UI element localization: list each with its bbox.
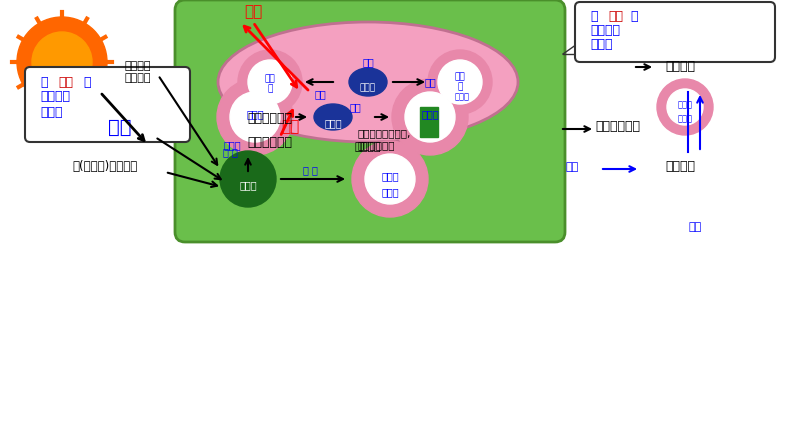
Text: 化学能: 化学能 [677, 101, 692, 110]
Text: 有机物: 有机物 [677, 114, 692, 123]
Text: 根(成熟区)吸收的水: 根(成熟区)吸收的水 [72, 160, 137, 173]
Text: 有机物: 有机物 [454, 93, 469, 101]
FancyBboxPatch shape [175, 0, 565, 242]
Circle shape [405, 92, 455, 142]
Text: 植食动物: 植食动物 [665, 160, 695, 173]
Text: 动利用: 动利用 [590, 38, 612, 51]
Text: 胞生命活: 胞生命活 [590, 25, 620, 38]
Text: 肉食动物: 肉食动物 [665, 60, 695, 73]
Text: 取食: 取食 [565, 162, 579, 172]
Text: 能: 能 [268, 84, 272, 93]
Text: 动利用: 动利用 [40, 105, 63, 118]
Text: 二氧化碳和水: 二氧化碳和水 [248, 113, 292, 126]
Ellipse shape [314, 104, 352, 130]
Text: 叶绿体: 叶绿体 [239, 180, 256, 190]
Text: 叶吸收的
二氧化碳: 叶吸收的 二氧化碳 [125, 61, 151, 83]
Text: 细: 细 [83, 76, 91, 89]
Circle shape [667, 89, 703, 125]
Text: 胞生命活: 胞生命活 [40, 90, 70, 104]
Text: 二氧化碳和水: 二氧化碳和水 [596, 121, 641, 134]
Circle shape [438, 60, 482, 104]
Text: 供: 供 [590, 10, 598, 24]
Circle shape [230, 92, 280, 142]
FancyBboxPatch shape [25, 67, 190, 142]
Ellipse shape [349, 68, 387, 96]
Text: 线粒体: 线粒体 [360, 84, 376, 93]
Circle shape [428, 50, 492, 114]
Text: 释放: 释放 [314, 89, 326, 99]
Circle shape [238, 50, 302, 114]
Circle shape [220, 151, 276, 207]
FancyBboxPatch shape [575, 2, 775, 62]
Text: 分解: 分解 [349, 102, 361, 112]
Ellipse shape [218, 22, 518, 142]
Text: 化学: 化学 [264, 75, 276, 84]
Text: 光能: 光能 [108, 118, 132, 136]
Text: 有机物: 有机物 [223, 140, 241, 150]
Text: 动物: 动物 [58, 76, 73, 89]
Text: 化学能: 化学能 [421, 109, 439, 119]
Text: 化学: 化学 [455, 72, 465, 81]
Text: 植物: 植物 [608, 10, 623, 24]
Circle shape [352, 141, 428, 217]
Text: 二氧化碳和水: 二氧化碳和水 [248, 135, 292, 148]
Circle shape [32, 32, 92, 92]
Text: 制 造: 制 造 [303, 165, 318, 175]
Text: 制 造: 制 造 [222, 147, 237, 157]
Circle shape [365, 154, 415, 204]
Text: 线粒体: 线粒体 [324, 118, 341, 128]
Text: 化学能: 化学能 [246, 109, 264, 119]
Circle shape [405, 92, 455, 142]
Circle shape [248, 60, 292, 104]
Text: 有机物: 有机物 [381, 187, 399, 197]
Text: 氧气: 氧气 [281, 119, 299, 135]
Text: 分解: 分解 [362, 57, 374, 67]
Text: 细: 细 [630, 10, 638, 24]
Circle shape [230, 92, 280, 142]
Circle shape [217, 79, 293, 155]
Circle shape [657, 79, 713, 135]
Circle shape [17, 17, 107, 107]
Text: 动物细胞: 动物细胞 [355, 142, 381, 152]
Text: 植物绿色部分细胞,
例如叶片细胞: 植物绿色部分细胞, 例如叶片细胞 [358, 128, 411, 150]
Text: 氧气: 氧气 [244, 4, 262, 20]
Circle shape [392, 79, 468, 155]
Text: 供: 供 [40, 76, 48, 89]
Text: 化学能: 化学能 [381, 171, 399, 181]
Text: 捕食: 捕食 [688, 222, 702, 232]
Text: 释放: 释放 [424, 77, 436, 87]
Text: 能: 能 [457, 83, 463, 92]
Bar [420, 107, 438, 137]
Circle shape [365, 154, 415, 204]
